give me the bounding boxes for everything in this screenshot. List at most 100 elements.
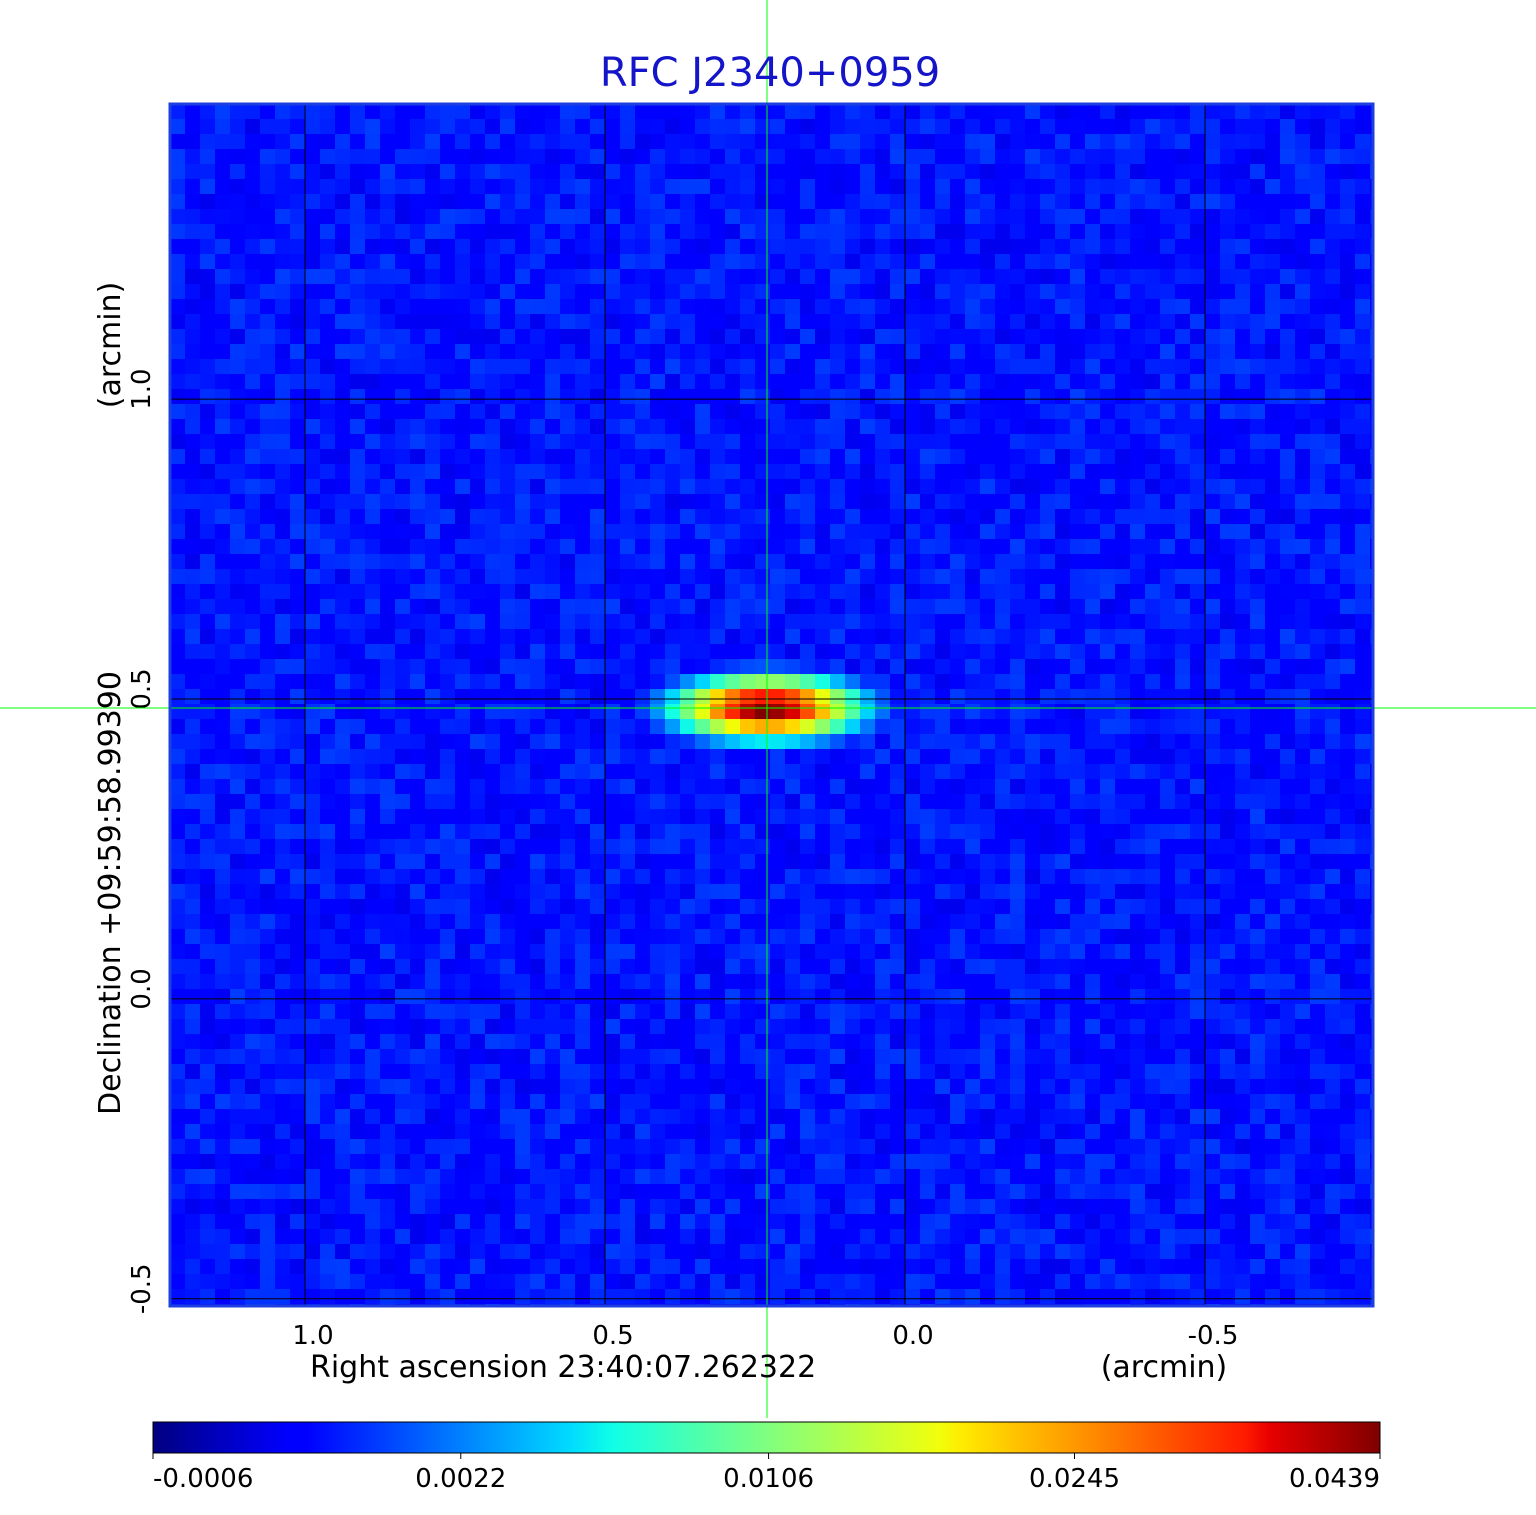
image-pixel: [350, 599, 366, 615]
image-pixel: [635, 914, 651, 930]
image-pixel: [320, 899, 336, 915]
image-pixel: [965, 374, 981, 390]
image-pixel: [515, 584, 531, 600]
image-pixel: [305, 644, 321, 660]
image-pixel: [635, 749, 651, 765]
image-pixel: [560, 824, 576, 840]
image-pixel: [590, 584, 606, 600]
image-pixel: [1025, 359, 1041, 375]
image-pixel: [1100, 989, 1116, 1005]
image-pixel: [1295, 944, 1311, 960]
image-pixel: [545, 899, 561, 915]
image-pixel: [1085, 824, 1101, 840]
image-pixel: [1295, 149, 1311, 165]
image-pixel: [365, 389, 381, 405]
image-pixel: [1010, 179, 1026, 195]
image-pixel: [1115, 119, 1131, 135]
image-pixel: [305, 509, 321, 525]
image-pixel: [275, 884, 291, 900]
image-pixel: [560, 1019, 576, 1035]
image-pixel: [500, 344, 516, 360]
image-pixel: [1265, 644, 1281, 660]
image-pixel: [185, 539, 201, 555]
image-pixel: [545, 224, 561, 240]
image-pixel: [725, 344, 741, 360]
image-pixel: [500, 749, 516, 765]
image-pixel: [320, 314, 336, 330]
image-pixel: [1220, 239, 1236, 255]
image-pixel: [1055, 899, 1071, 915]
image-pixel: [950, 329, 966, 345]
image-pixel: [1235, 704, 1251, 720]
image-pixel: [620, 164, 636, 180]
image-pixel: [230, 584, 246, 600]
image-pixel: [710, 929, 726, 945]
image-pixel: [995, 329, 1011, 345]
image-pixel: [290, 149, 306, 165]
image-pixel: [1070, 689, 1086, 705]
image-pixel: [575, 719, 591, 735]
image-pixel: [845, 824, 861, 840]
image-pixel: [710, 584, 726, 600]
image-pixel: [500, 899, 516, 915]
image-pixel: [440, 524, 456, 540]
image-pixel: [1205, 884, 1221, 900]
image-pixel: [680, 869, 696, 885]
image-pixel: [650, 659, 666, 675]
image-pixel: [620, 104, 636, 120]
image-pixel: [1145, 404, 1161, 420]
image-pixel: [1325, 344, 1341, 360]
image-pixel: [350, 419, 366, 435]
image-pixel: [920, 809, 936, 825]
image-pixel: [485, 989, 501, 1005]
image-pixel: [260, 839, 276, 855]
image-pixel: [455, 884, 471, 900]
image-pixel: [1145, 614, 1161, 630]
image-pixel: [575, 284, 591, 300]
image-pixel: [455, 674, 471, 690]
image-pixel: [1205, 224, 1221, 240]
image-pixel: [1235, 839, 1251, 855]
image-pixel: [680, 494, 696, 510]
image-pixel: [395, 959, 411, 975]
image-pixel: [680, 629, 696, 645]
image-pixel: [725, 149, 741, 165]
image-pixel: [845, 794, 861, 810]
image-pixel: [485, 299, 501, 315]
image-pixel: [935, 614, 951, 630]
image-pixel: [1010, 434, 1026, 450]
image-pixel: [455, 299, 471, 315]
image-pixel: [500, 929, 516, 945]
image-pixel: [650, 599, 666, 615]
image-pixel: [575, 674, 591, 690]
image-pixel: [470, 614, 486, 630]
image-pixel: [1325, 869, 1341, 885]
image-pixel: [1310, 269, 1326, 285]
image-pixel: [260, 239, 276, 255]
image-pixel: [305, 794, 321, 810]
image-pixel: [425, 869, 441, 885]
image-pixel: [710, 539, 726, 555]
image-pixel: [890, 509, 906, 525]
image-pixel: [470, 494, 486, 510]
image-pixel: [275, 524, 291, 540]
image-pixel: [185, 314, 201, 330]
image-pixel: [260, 434, 276, 450]
image-pixel: [1250, 704, 1266, 720]
image-pixel: [860, 524, 876, 540]
image-pixel: [590, 524, 606, 540]
image-pixel: [695, 929, 711, 945]
image-pixel: [980, 179, 996, 195]
image-pixel: [305, 149, 321, 165]
image-pixel: [965, 284, 981, 300]
image-pixel: [1235, 689, 1251, 705]
image-pixel: [935, 764, 951, 780]
image-pixel: [410, 914, 426, 930]
image-pixel: [500, 764, 516, 780]
image-pixel: [425, 1019, 441, 1035]
image-pixel: [1340, 974, 1356, 990]
image-pixel: [1115, 704, 1131, 720]
image-pixel: [170, 539, 186, 555]
image-pixel: [815, 569, 831, 585]
image-pixel: [1250, 989, 1266, 1005]
